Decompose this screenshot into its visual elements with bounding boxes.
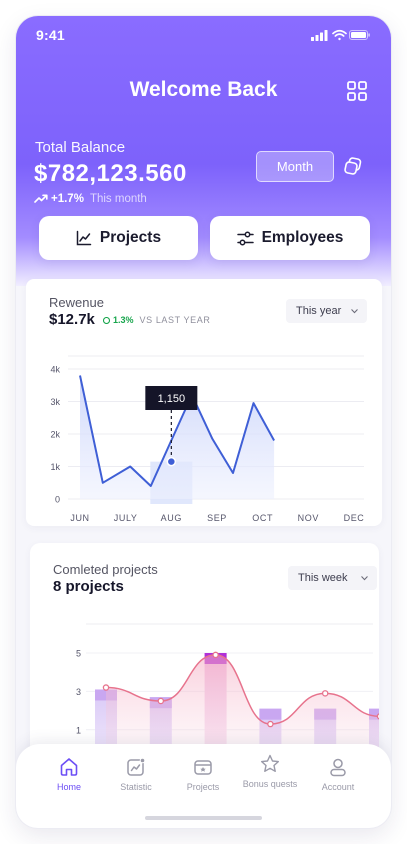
completed-bar-cap — [369, 708, 379, 720]
revenue-delta: 1.3% VS LAST YEAR — [103, 315, 210, 325]
status-bar: 9:41 — [16, 16, 391, 54]
revenue-delta-pct: 1.3% — [113, 315, 134, 325]
tab-home-label: Home — [56, 782, 81, 792]
account-icon — [330, 758, 346, 777]
revenue-y-tick: 0 — [55, 495, 60, 505]
completed-label: Comleted projects — [53, 562, 158, 577]
revenue-x-tick: NOV — [298, 513, 319, 523]
revenue-line — [79, 375, 275, 487]
revenue-x-tick: JULY — [114, 513, 138, 523]
sliders-icon — [236, 231, 254, 245]
revenue-period-dropdown[interactable]: This year — [286, 299, 367, 323]
chevron-down-icon — [351, 308, 358, 313]
trend-up-icon — [34, 194, 48, 203]
completed-curve-point — [212, 651, 219, 659]
revenue-chart: 4k 3k 2k 1k 0 JUN JULY AUG SEP OCT NOV DEC 1,150 — [50, 355, 365, 523]
home-indicator — [145, 816, 262, 820]
revenue-y-tick: 1k — [50, 462, 60, 472]
projects-icon — [194, 760, 212, 775]
revenue-tooltip-text: 1,150 — [158, 393, 186, 405]
completed-curve-area — [106, 654, 379, 771]
tab-bonus-quests-label: Bonus quests — [242, 779, 298, 789]
completed-y-tick: 3 — [76, 687, 81, 697]
period-month-button[interactable]: Month — [256, 151, 334, 182]
wifi-icon — [332, 29, 347, 41]
copy-icon[interactable] — [343, 156, 363, 176]
check-circle-icon — [103, 316, 110, 324]
completed-curve-point — [267, 720, 274, 728]
revenue-x-tick: AUG — [161, 513, 182, 523]
chevron-down-icon — [361, 575, 368, 580]
tab-account[interactable]: Account — [304, 756, 372, 793]
revenue-y-tick: 2k — [50, 430, 60, 440]
completed-bar-cap — [259, 708, 282, 720]
star-icon — [261, 754, 279, 772]
balance-change-pct: +1.7% — [51, 193, 84, 205]
statistic-icon — [127, 757, 146, 776]
balance-change-period: This month — [89, 193, 147, 205]
projects-segment-label: Projects — [99, 229, 162, 246]
revenue-y-tick: 3k — [50, 397, 60, 407]
completed-curve-point — [157, 697, 165, 705]
tab-home[interactable]: Home — [35, 756, 103, 793]
status-time: 9:41 — [36, 27, 65, 43]
revenue-x-tick: DEC — [344, 513, 365, 523]
tab-bonus-quests[interactable]: Bonus quests — [236, 753, 304, 790]
completed-curve-point — [321, 690, 329, 697]
battery-icon — [349, 30, 370, 40]
balance-value: $782,123.560 — [34, 160, 187, 187]
employees-segment-button[interactable]: Employees — [210, 216, 370, 260]
revenue-x-tick: SEP — [207, 513, 227, 523]
revenue-y-tick: 4k — [50, 365, 60, 375]
bottom-tab-bar: Home Statistic Projects Bonus quests — [16, 744, 391, 828]
page-title: Welcome Back — [129, 78, 278, 101]
line-chart-icon — [76, 230, 92, 246]
revenue-label: Rewenue — [49, 295, 104, 310]
completed-value: 8 projects — [53, 578, 124, 595]
tab-statistic[interactable]: Statistic — [102, 756, 170, 793]
completed-y-tick: 5 — [76, 649, 81, 659]
completed-y-tick: 1 — [76, 725, 81, 735]
revenue-x-tick: OCT — [252, 513, 273, 523]
completed-period-value: This week — [298, 572, 348, 584]
revenue-period-value: This year — [296, 305, 342, 317]
completed-curve-point — [376, 713, 379, 720]
tab-projects[interactable]: Projects — [169, 756, 237, 793]
tab-statistic-label: Statistic — [120, 782, 152, 792]
status-icons — [311, 29, 370, 41]
phone-screen: 9:41 Welcome — [16, 16, 391, 828]
balance-label: Total Balance — [35, 139, 126, 156]
projects-segment-button[interactable]: Projects — [39, 216, 198, 260]
balance-change: +1.7% This month — [34, 193, 147, 205]
signal-icon — [311, 30, 328, 41]
tab-account-label: Account — [321, 782, 355, 792]
revenue-delta-suffix: VS LAST YEAR — [139, 315, 211, 325]
completed-period-dropdown[interactable]: This week — [288, 566, 377, 590]
revenue-x-tick: JUN — [70, 513, 89, 523]
revenue-tooltip — [145, 386, 198, 410]
completed-curve-point — [102, 684, 110, 691]
revenue-card: Rewenue $12.7k 1.3% VS LAST YEAR This ye… — [26, 279, 382, 526]
tab-projects-label: Projects — [186, 782, 220, 792]
revenue-highlight-dot — [166, 456, 177, 467]
revenue-value: $12.7k — [49, 311, 95, 328]
employees-segment-label: Employees — [261, 229, 344, 246]
home-icon — [60, 758, 78, 776]
grid-icon[interactable] — [346, 80, 368, 102]
